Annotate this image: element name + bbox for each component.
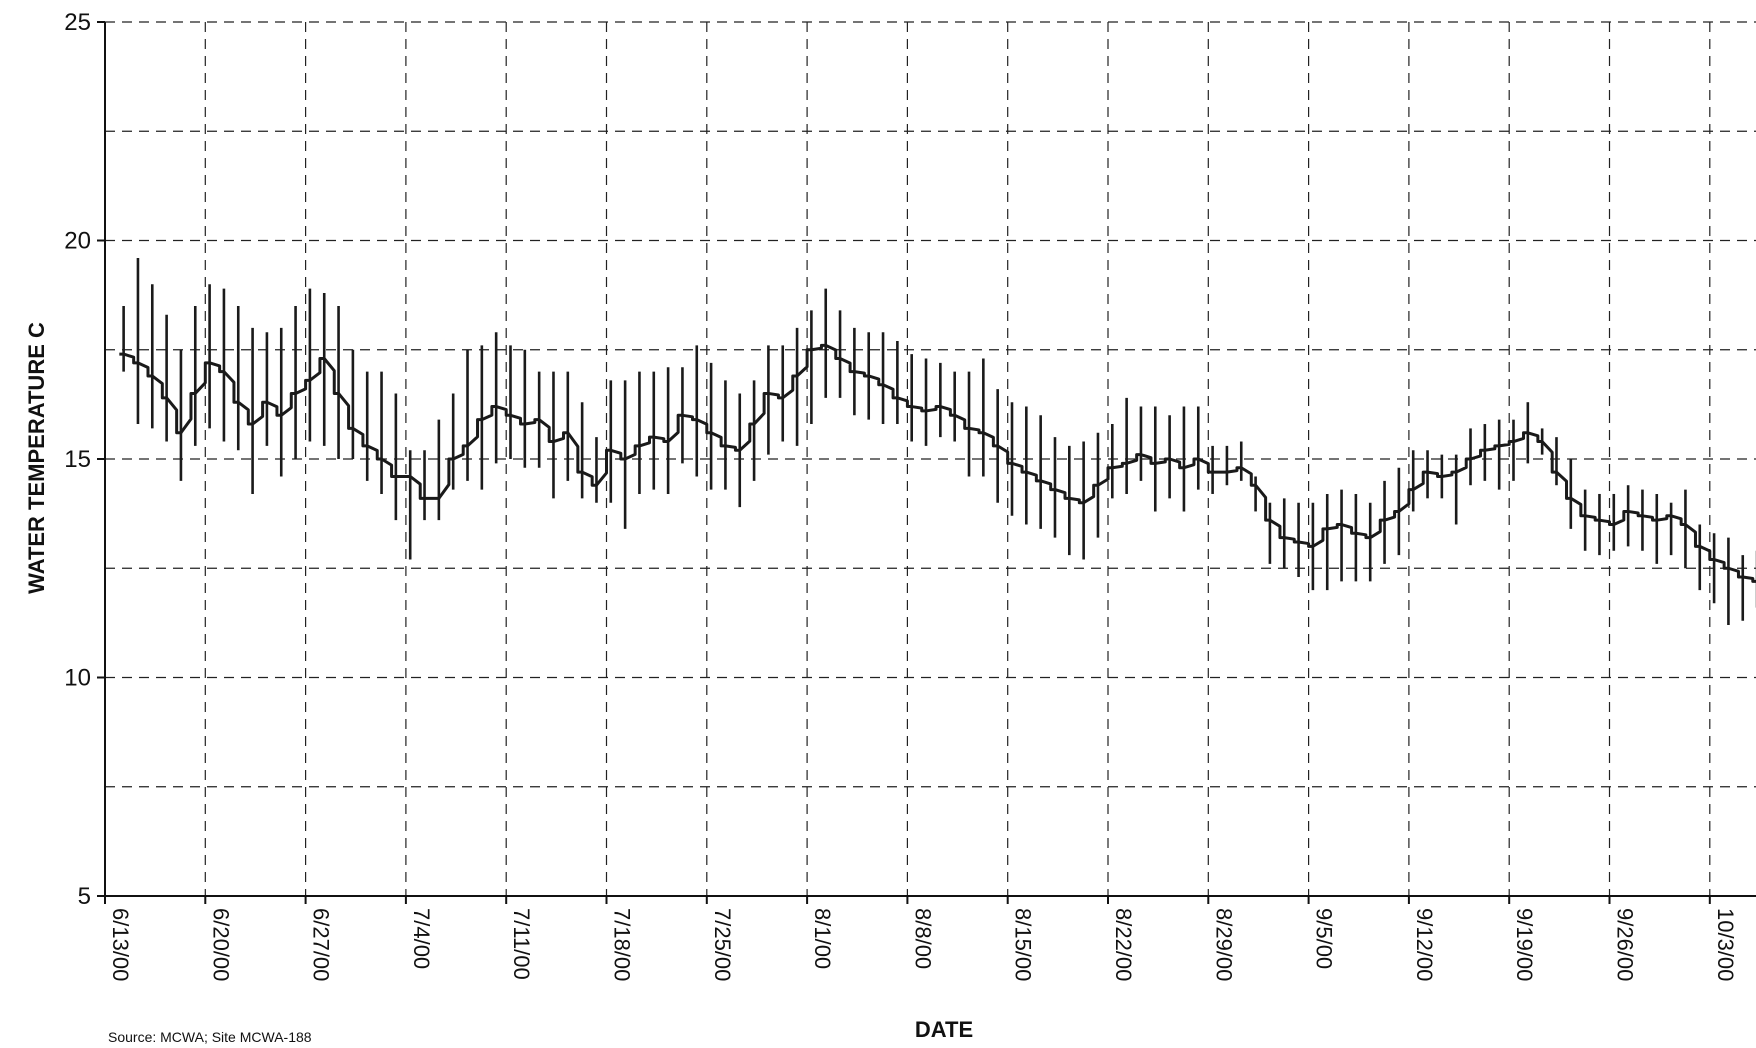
source-note: Source: MCWA; Site MCWA-188 <box>108 1029 312 1045</box>
y-tick-label: 5 <box>78 883 91 910</box>
x-tick-label: 6/20/00 <box>208 908 233 981</box>
x-tick-label: 7/25/00 <box>710 908 735 981</box>
x-tick-label: 7/4/00 <box>409 908 434 969</box>
x-tick-labels: 6/13/00 6/20/00 6/27/00 7/4/00 7/11/00 7/18/0… <box>104 896 1738 981</box>
x-tick-label: 8/15/00 <box>1011 908 1036 981</box>
y-tick-label: 25 <box>64 9 91 36</box>
x-tick-label: 7/11/00 <box>509 908 534 980</box>
daily-mean-series-line <box>119 343 1756 583</box>
x-tick-label: 9/5/00 <box>1312 908 1337 969</box>
y-tick-label: 15 <box>64 446 91 473</box>
y-tick-label: 10 <box>64 665 91 692</box>
x-tick-label: 9/26/00 <box>1613 908 1638 981</box>
range-bars-layer <box>122 257 1756 626</box>
x-tick-label: 7/18/00 <box>610 908 635 981</box>
x-tick-label: 6/27/00 <box>309 908 334 981</box>
y-axis-title: WATER TEMPERATURE C <box>24 322 49 594</box>
x-tick-label: 9/19/00 <box>1512 908 1537 981</box>
x-tick-label: 8/22/00 <box>1111 908 1136 981</box>
grid-layer <box>105 21 1756 896</box>
x-tick-label: 10/3/00 <box>1713 908 1738 981</box>
x-tick-label: 8/8/00 <box>910 908 935 969</box>
x-tick-label: 8/29/00 <box>1211 908 1236 981</box>
y-tick-label: 20 <box>64 228 91 255</box>
x-tick-label: 9/12/00 <box>1412 908 1437 981</box>
y-tick-labels: 5 10 15 20 25 <box>64 9 105 910</box>
x-tick-label: 8/1/00 <box>810 908 835 969</box>
x-axis-title: DATE <box>915 1017 973 1042</box>
x-tick-label: 6/13/00 <box>108 908 133 981</box>
